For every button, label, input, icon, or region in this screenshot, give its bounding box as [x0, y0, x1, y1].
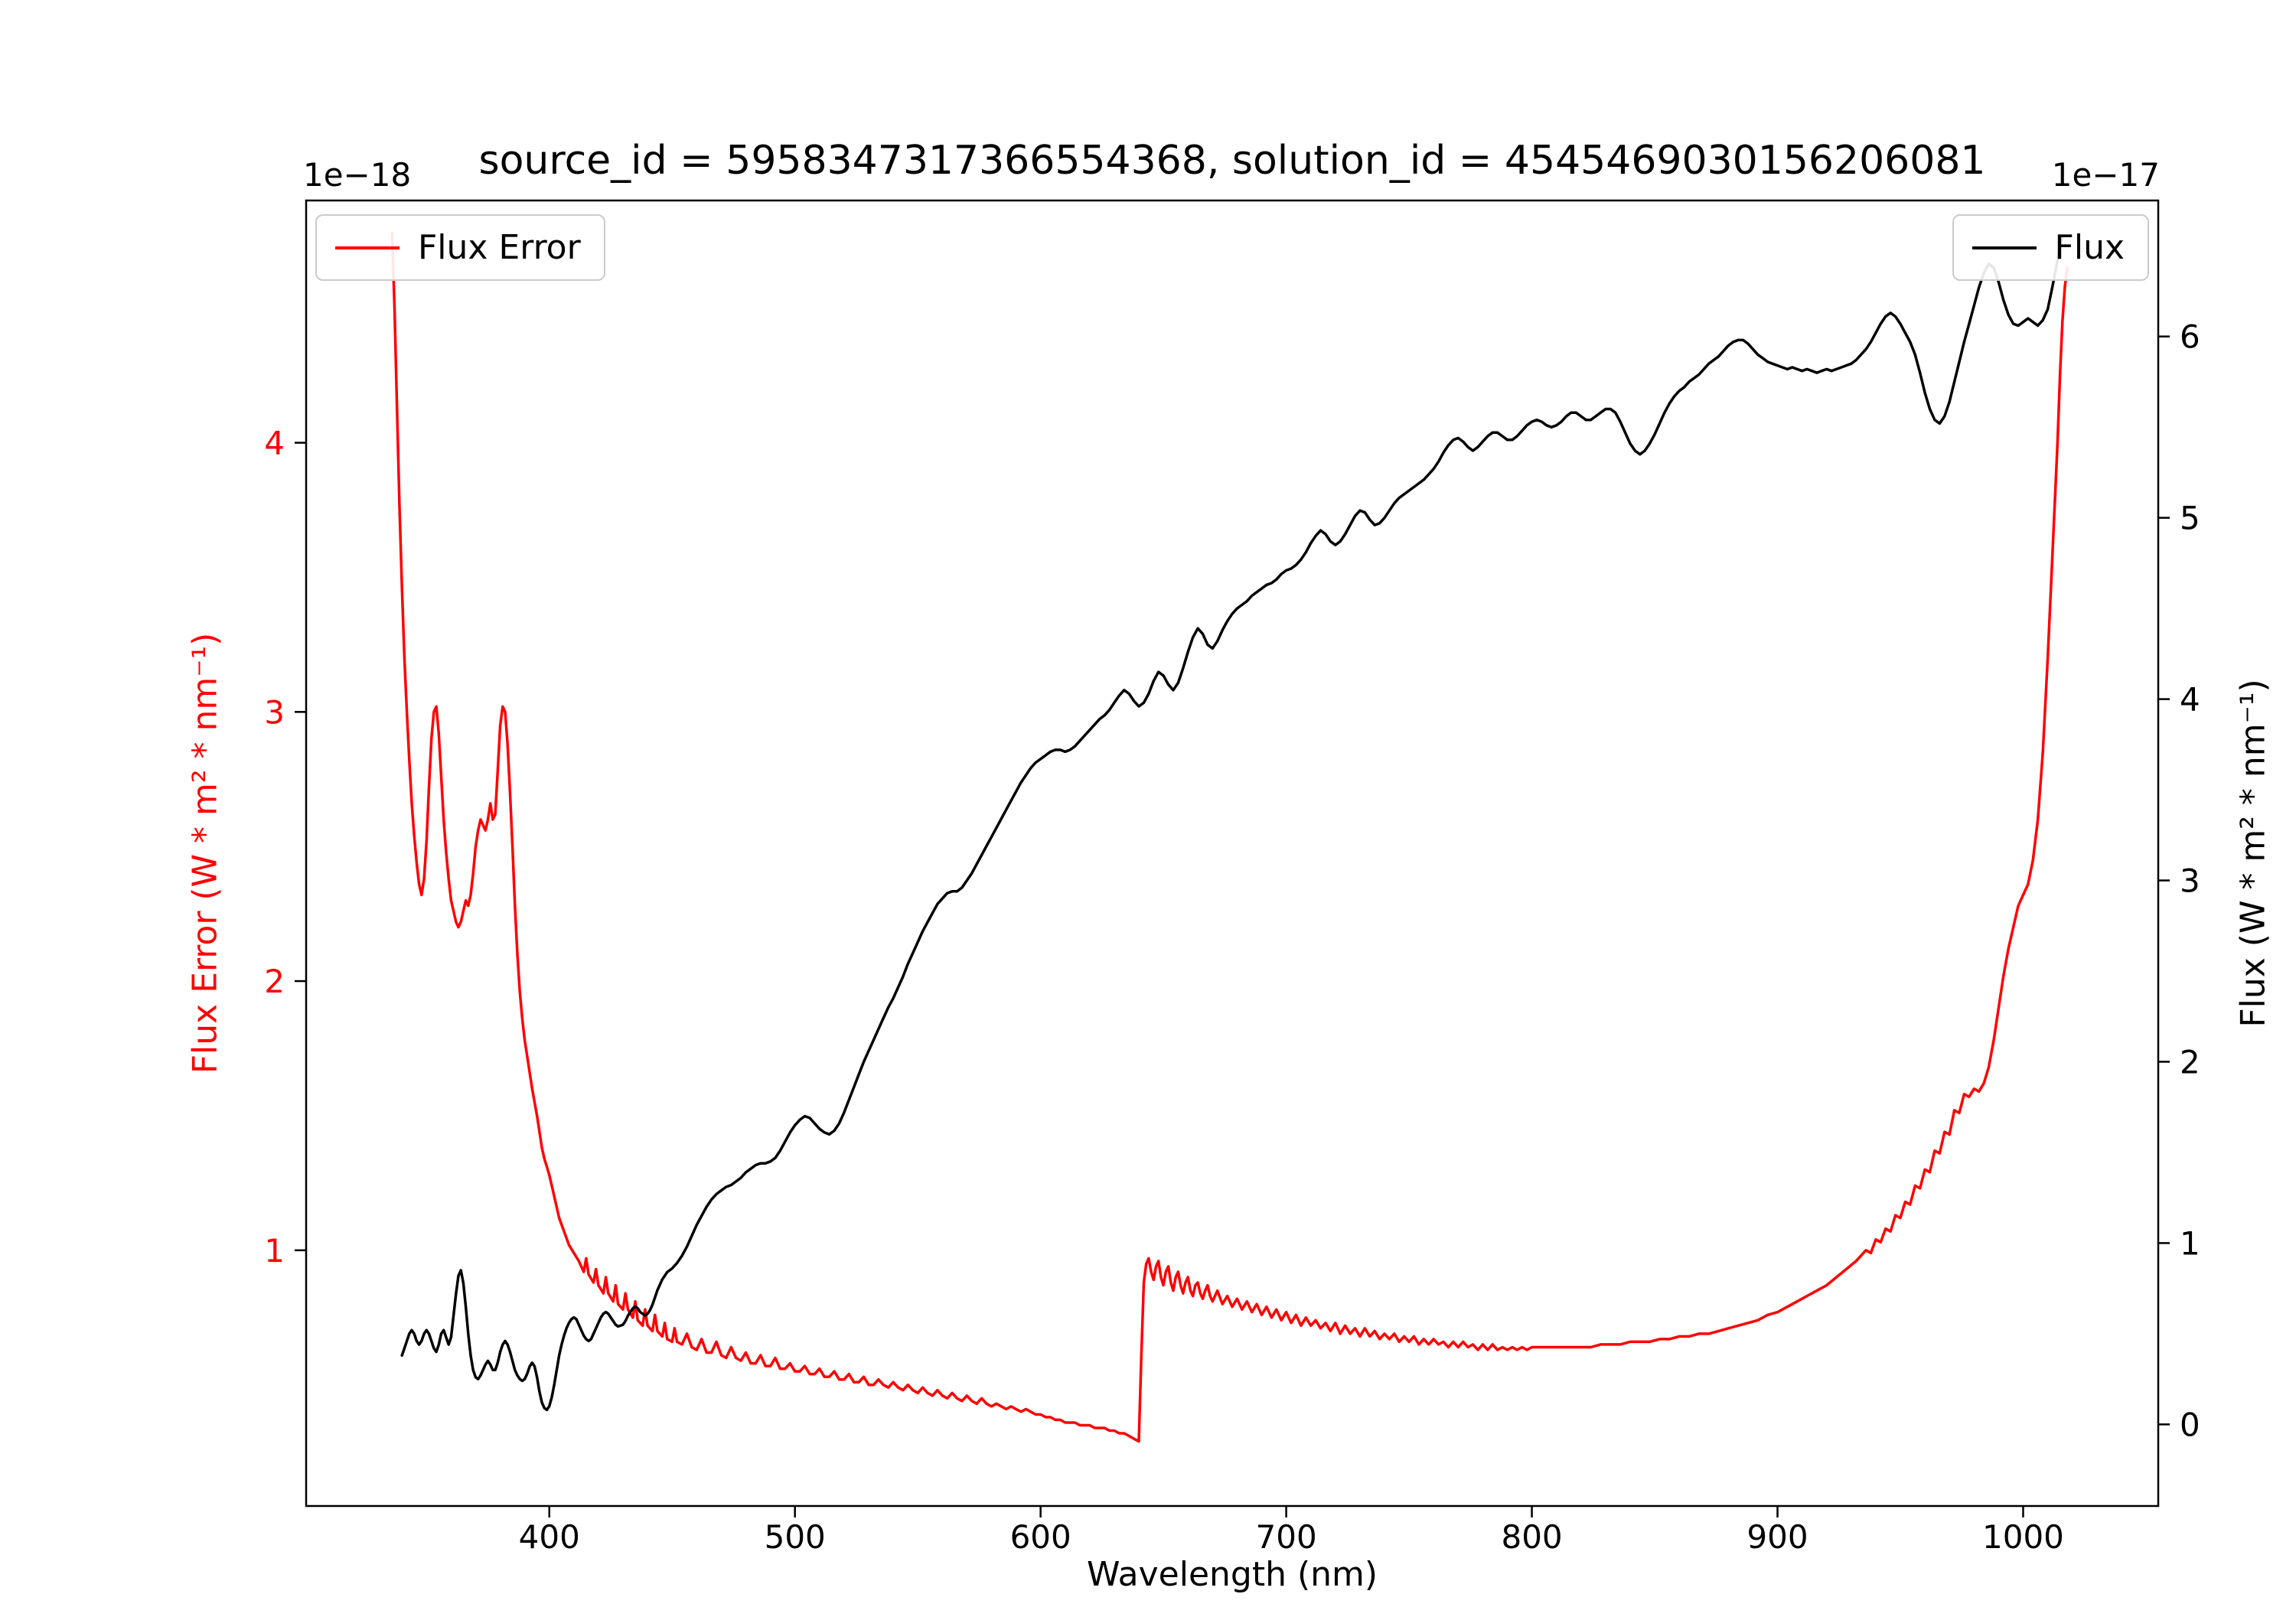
- left-y-tick-label: 3: [264, 693, 285, 731]
- left-axis-label: Flux Error (W * m² * nm⁻¹): [185, 632, 225, 1074]
- x-tick-label: 800: [1501, 1518, 1562, 1556]
- left-axis-offset-text: 1e−18: [303, 156, 412, 194]
- x-tick-label: 400: [519, 1518, 580, 1556]
- right-axis-label: Flux (W * m² * nm⁻¹): [2233, 679, 2273, 1028]
- legend-flux: Flux: [1952, 214, 2149, 281]
- series-line-flux-error: [390, 231, 2069, 1443]
- right-axis-offset-text: 1e−17: [2051, 156, 2160, 194]
- right-y-tick-label: 5: [2180, 500, 2200, 537]
- x-tick-label: 1000: [1982, 1518, 2064, 1556]
- legend-label-flux: Flux: [2054, 228, 2125, 267]
- series-line-flux: [400, 235, 2064, 1412]
- legend-flux-error: Flux Error: [315, 214, 605, 281]
- right-y-tick-label: 4: [2180, 681, 2200, 719]
- legend-label-flux-error: Flux Error: [418, 228, 581, 267]
- right-y-tick-label: 0: [2180, 1406, 2200, 1443]
- right-y-tick-label: 3: [2180, 862, 2200, 900]
- x-tick-label: 500: [765, 1518, 826, 1556]
- flux-error-line-sample: [335, 246, 400, 249]
- x-tick-label: 600: [1010, 1518, 1071, 1556]
- x-axis-label: Wavelength (nm): [1086, 1555, 1378, 1594]
- x-tick-label: 700: [1256, 1518, 1317, 1556]
- x-tick-label: 900: [1746, 1518, 1808, 1556]
- left-y-tick-label: 4: [264, 425, 285, 462]
- right-y-tick-label: 6: [2180, 318, 2200, 356]
- flux-line-sample: [1971, 246, 2037, 249]
- right-y-tick-label: 2: [2180, 1043, 2200, 1081]
- right-y-tick-label: 1: [2180, 1224, 2200, 1262]
- left-y-tick-label: 1: [264, 1232, 285, 1270]
- chart-title: source_id = 5958347317366554368, solutio…: [478, 138, 1986, 184]
- axes-frame: [305, 199, 2160, 1508]
- left-y-tick-label: 2: [264, 963, 285, 1000]
